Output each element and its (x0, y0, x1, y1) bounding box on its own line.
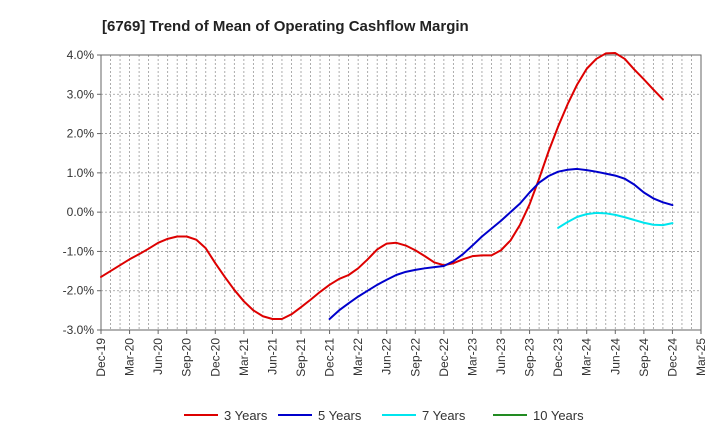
x-tick-label: Jun-21 (265, 338, 279, 375)
y-tick-label: 0.0% (67, 205, 95, 219)
legend-label: 10 Years (533, 408, 584, 423)
legend: 3 Years 5 Years 7 Years 10 Years (184, 408, 584, 423)
x-tick-label: Sep-22 (408, 338, 422, 377)
x-tick-label: Mar-20 (123, 338, 137, 376)
y-tick-label: 2.0% (67, 127, 95, 141)
series-line-3-years (100, 52, 664, 320)
x-tick-label: Sep-24 (637, 338, 651, 377)
series-line-5-years (328, 167, 674, 320)
plot-area (100, 54, 702, 331)
x-tick-label: Dec-19 (94, 338, 108, 377)
x-tick-label: Dec-23 (551, 338, 565, 377)
x-tick-label: Sep-21 (294, 338, 308, 377)
x-tick-label: Jun-23 (494, 338, 508, 375)
x-tick-label: Sep-20 (180, 338, 194, 377)
x-tick-label: Mar-23 (465, 338, 479, 376)
x-tick-label: Dec-21 (323, 338, 337, 377)
y-tick-label: 3.0% (67, 87, 95, 101)
series-lines (100, 52, 674, 320)
chart-title: [6769] Trend of Mean of Operating Cashfl… (102, 18, 469, 35)
x-tick-label: Jun-20 (151, 338, 165, 375)
y-tick-label: 4.0% (67, 48, 95, 62)
x-tick-label: Dec-24 (665, 338, 679, 377)
x-tick-label: Mar-24 (580, 338, 594, 376)
x-tick-label: Dec-20 (208, 338, 222, 377)
x-tick-label: Sep-23 (523, 338, 537, 377)
x-tick-label: Jun-24 (608, 338, 622, 375)
x-tick-label: Dec-22 (437, 338, 451, 377)
x-axis: Dec-19 Mar-20 Jun-20 Sep-20 Dec-20 Mar-21 Jun-… (94, 330, 708, 377)
x-tick-label: Jun-22 (380, 338, 394, 375)
x-tick-label: Mar-21 (237, 338, 251, 376)
y-tick-label: 1.0% (67, 166, 95, 180)
series-line-7-years (557, 211, 674, 229)
grid (101, 55, 701, 330)
y-axis: -3.0% -2.0% -1.0% 0.0% 1.0% 2.0% 3.0% 4.0% (63, 48, 101, 337)
y-tick-label: -3.0% (63, 323, 95, 337)
y-tick-label: -2.0% (63, 284, 95, 298)
legend-label: 7 Years (422, 408, 466, 423)
x-tick-label: Mar-22 (351, 338, 365, 376)
y-tick-label: -1.0% (63, 244, 95, 258)
x-tick-label: Mar-25 (694, 338, 708, 376)
legend-label: 5 Years (318, 408, 362, 423)
legend-label: 3 Years (224, 408, 268, 423)
